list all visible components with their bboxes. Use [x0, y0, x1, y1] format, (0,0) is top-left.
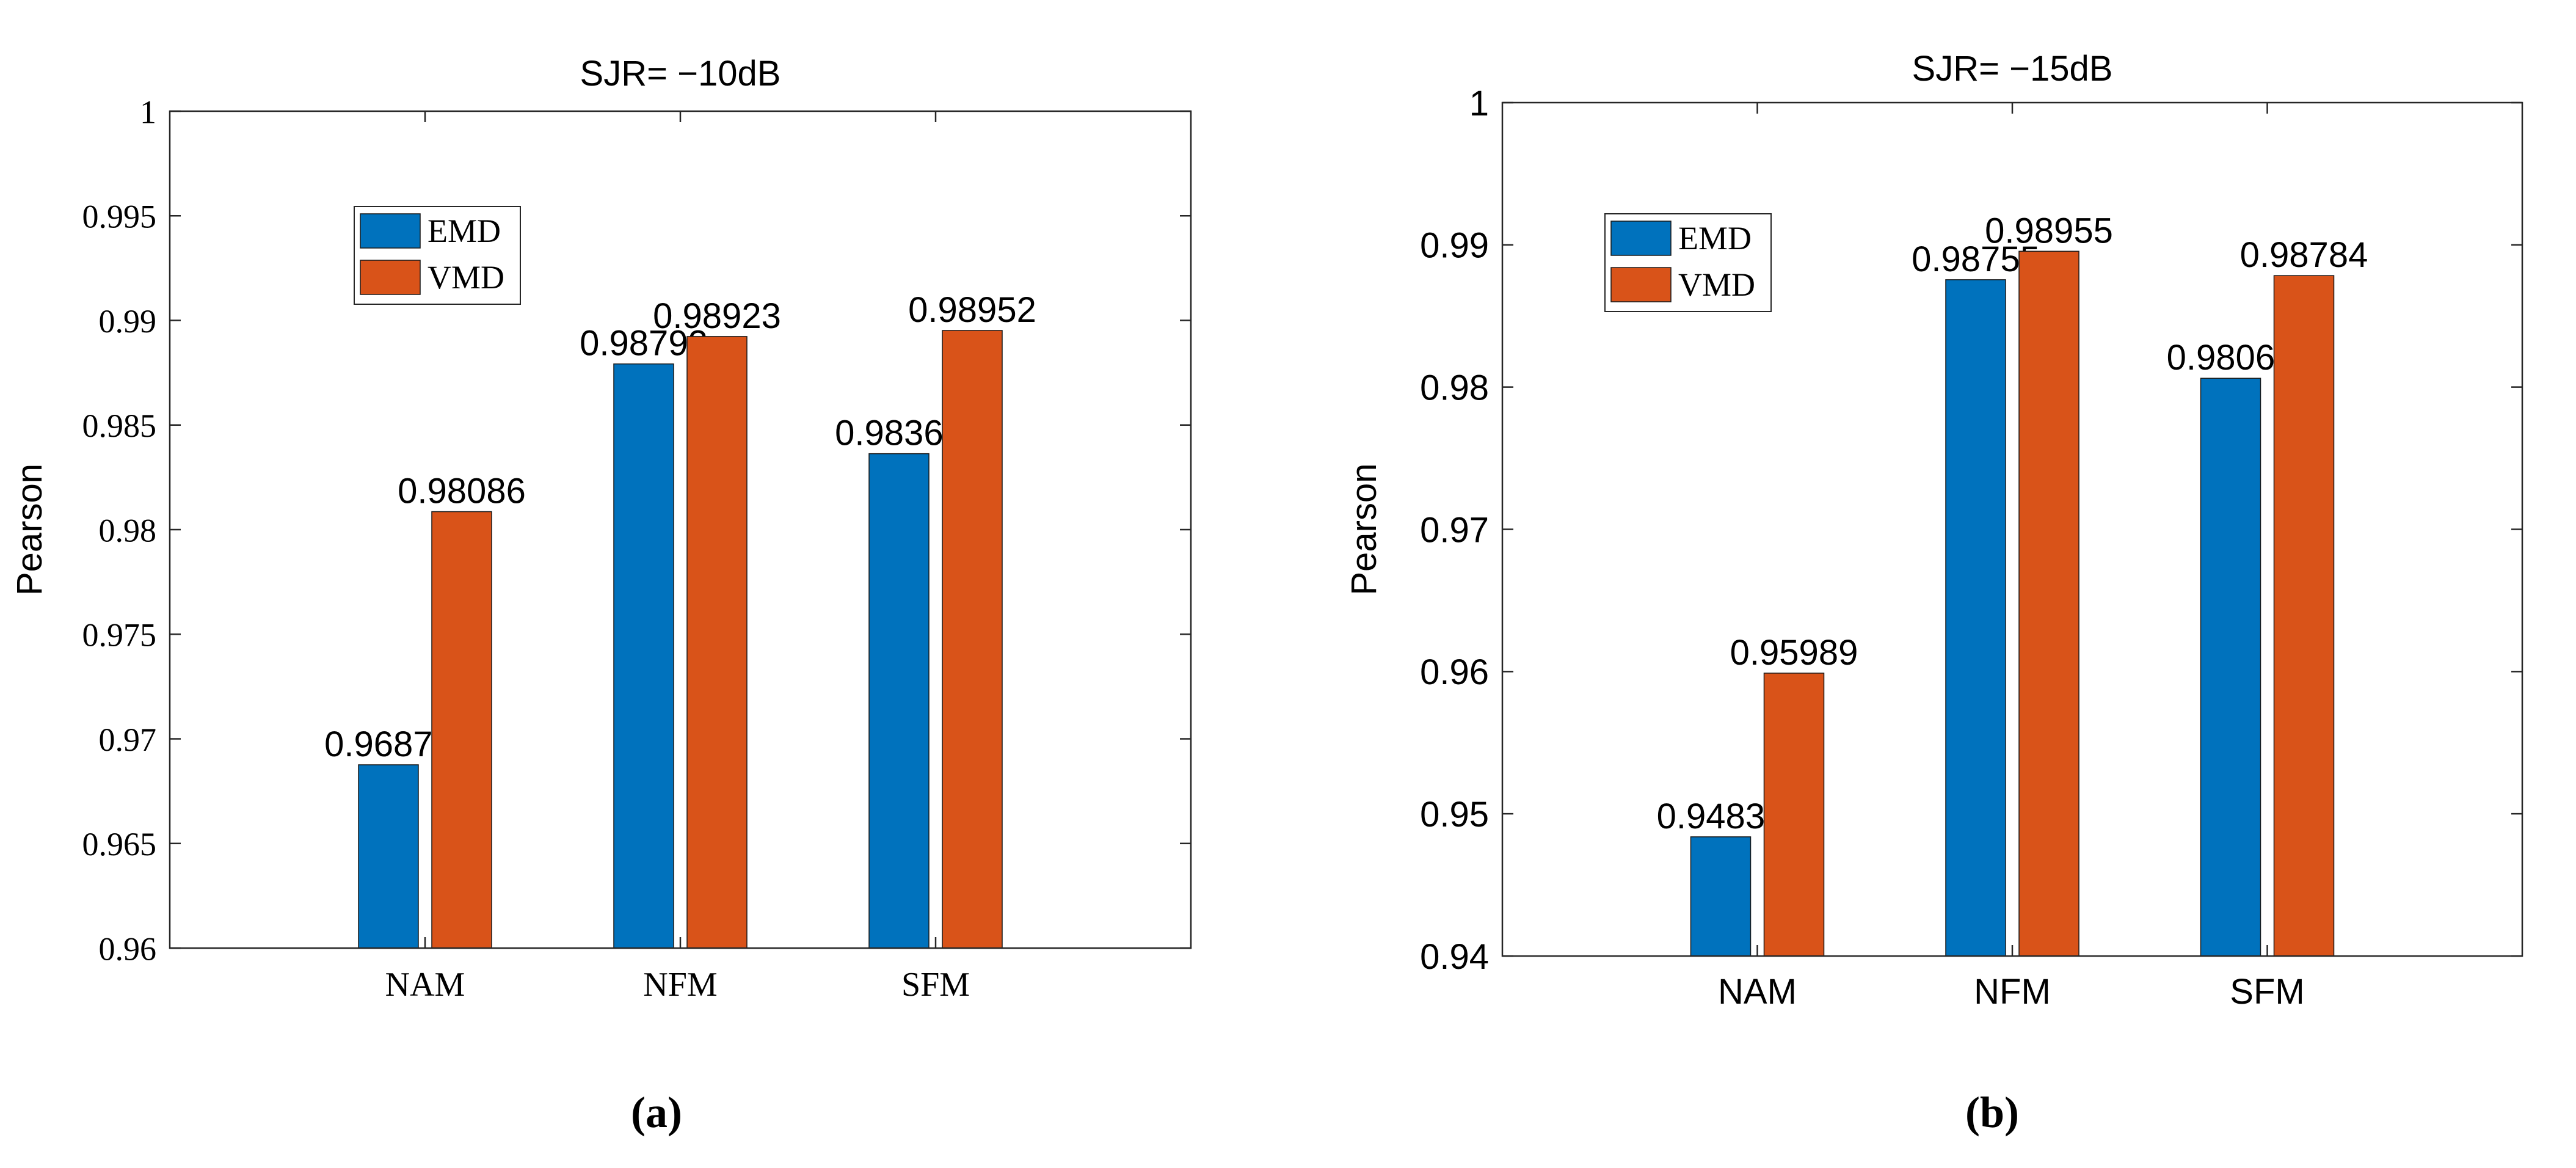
y-tick-label: 0.98: [99, 512, 157, 549]
panel-caption: (b): [1965, 1088, 2019, 1137]
data-label: 0.98755: [1912, 239, 2040, 279]
legend: EMD VMD: [354, 206, 521, 305]
bar-emd-sfm: [868, 453, 930, 949]
data-label: 0.98086: [398, 472, 526, 511]
legend-swatch-emd: [1610, 221, 1672, 256]
y-tick-label: 0.98: [1420, 368, 1489, 408]
chart-title: SJR= −10dB: [580, 54, 781, 93]
y-tick-label: 0.96: [99, 930, 157, 967]
legend-label-vmd: VMD: [1678, 266, 1755, 303]
chart-title: SJR= −15dB: [1912, 49, 2113, 89]
bar-vmd-nam: [431, 511, 492, 949]
y-tick-label: 1: [1469, 84, 1489, 123]
data-label: 0.98062: [2167, 338, 2295, 378]
data-label: 0.98363: [835, 414, 963, 453]
data-label: 0.98923: [653, 296, 781, 336]
legend-label-vmd: VMD: [428, 259, 504, 296]
y-tick-label: 1: [140, 93, 156, 130]
y-tick-label: 0.94: [1420, 937, 1489, 977]
x-tick-label: NAM: [1718, 972, 1797, 1012]
chart-b: SJR= −15dB Pearson 0.94838 0.98755 0.98062 0.…: [1344, 49, 2523, 1137]
legend-swatch-vmd: [360, 260, 421, 295]
bar-emd-nfm: [613, 363, 674, 949]
x-tick-label: SFM: [901, 966, 970, 1004]
bar-vmd-nfm: [686, 336, 748, 949]
y-tick-label: 0.985: [82, 407, 157, 444]
data-label: 0.98955: [1985, 211, 2113, 250]
bar-emd-nfm: [1945, 279, 2006, 957]
legend-swatch-emd: [360, 213, 421, 249]
x-tick-label: SFM: [2230, 972, 2304, 1012]
panel-caption: (a): [631, 1088, 682, 1137]
legend-label-emd: EMD: [1678, 220, 1752, 257]
y-tick-label: 0.99: [1420, 226, 1489, 266]
y-tick-label: 0.96: [1420, 652, 1489, 692]
bar-emd-nam: [1690, 836, 1752, 957]
y-tick-label: 0.975: [82, 617, 157, 654]
bar-vmd-nfm: [2018, 250, 2079, 957]
bar-emd-nam: [358, 764, 419, 949]
y-tick-label: 0.965: [82, 826, 157, 863]
legend: EMD VMD: [1604, 213, 1772, 312]
x-tick-label: NFM: [1974, 972, 2051, 1012]
y-axis-label: Pearson: [10, 464, 49, 596]
y-tick-label: 0.995: [82, 199, 157, 235]
y-tick-label: 0.97: [99, 721, 157, 758]
data-label: 0.98952: [908, 290, 1036, 330]
y-axis-label: Pearson: [1344, 463, 1384, 595]
legend-swatch-vmd: [1610, 267, 1672, 302]
legend-label-emd: EMD: [428, 213, 501, 249]
chart-a: SJR= −10dB Pearson 0.96876 0.98792 0.98363 0.…: [10, 54, 1192, 1137]
y-tick-label: 0.97: [1420, 510, 1489, 550]
bar-emd-sfm: [2200, 378, 2261, 957]
x-tick-label: NAM: [385, 966, 465, 1004]
y-tick-label: 0.99: [99, 303, 157, 340]
data-label: 0.94838: [1657, 797, 1785, 836]
bar-vmd-nam: [1763, 673, 1825, 957]
bar-vmd-sfm: [2273, 275, 2335, 957]
y-tick-label: 0.95: [1420, 795, 1489, 834]
data-label: 0.95989: [1730, 633, 1858, 673]
data-label: 0.98792: [580, 324, 708, 363]
data-label: 0.96876: [324, 725, 453, 764]
x-tick-label: NFM: [643, 966, 717, 1004]
data-label: 0.98784: [2240, 235, 2368, 275]
bar-vmd-sfm: [942, 330, 1003, 949]
